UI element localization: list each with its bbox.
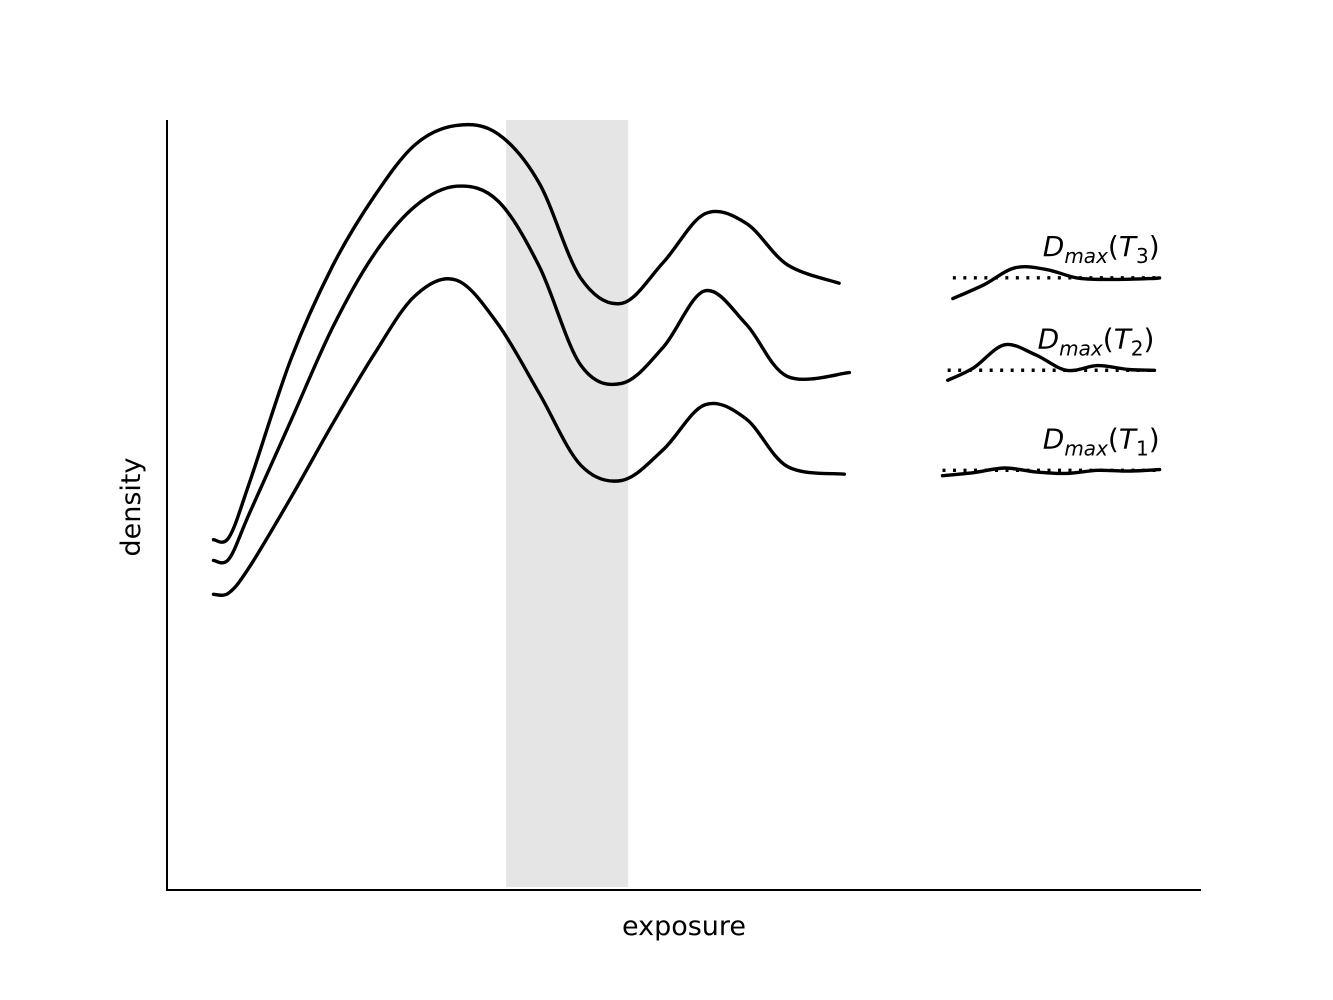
x-axis-label: exposure (622, 911, 746, 942)
dmax-label-t1: Dmax(T1) (1043, 422, 1160, 460)
temperature-subscript: 1 (1136, 436, 1149, 460)
close-paren: ) (1144, 322, 1155, 355)
temperature-symbol: T (1119, 422, 1138, 455)
y-axis-label: density (116, 457, 147, 556)
dmax-symbol: D (1043, 422, 1065, 455)
density-curve-t3 (211, 122, 841, 544)
open-paren: ( (1108, 422, 1119, 455)
temperature-subscript: 2 (1131, 336, 1144, 360)
dmax-detail-curve-t1 (940, 466, 1162, 478)
dmax-symbol: D (1043, 230, 1065, 263)
dmax-detail-curve-t2 (946, 342, 1157, 382)
temperature-symbol: T (1119, 230, 1138, 263)
close-paren: ) (1149, 422, 1160, 455)
dmax-detail-curve-t3 (951, 265, 1162, 301)
dmax-subscript: max (1059, 336, 1103, 360)
dmax-label-t3: Dmax(T3) (1043, 230, 1160, 268)
dmax-subscript: max (1064, 244, 1108, 268)
curve-labels: Dmax(T3)Dmax(T2)Dmax(T1) (1038, 230, 1160, 461)
curves-layer (211, 122, 1162, 597)
density-curve-t2 (211, 184, 852, 565)
dmax-symbol: D (1038, 322, 1060, 355)
dmax-subscript: max (1064, 436, 1108, 460)
temperature-subscript: 3 (1136, 244, 1149, 268)
open-paren: ( (1103, 322, 1114, 355)
open-paren: ( (1108, 230, 1119, 263)
shaded-exposure-band (506, 120, 629, 887)
close-paren: ) (1149, 230, 1160, 263)
dmax-label-t2: Dmax(T2) (1038, 322, 1155, 360)
temperature-symbol: T (1114, 322, 1133, 355)
density-curve-t1 (211, 277, 846, 597)
